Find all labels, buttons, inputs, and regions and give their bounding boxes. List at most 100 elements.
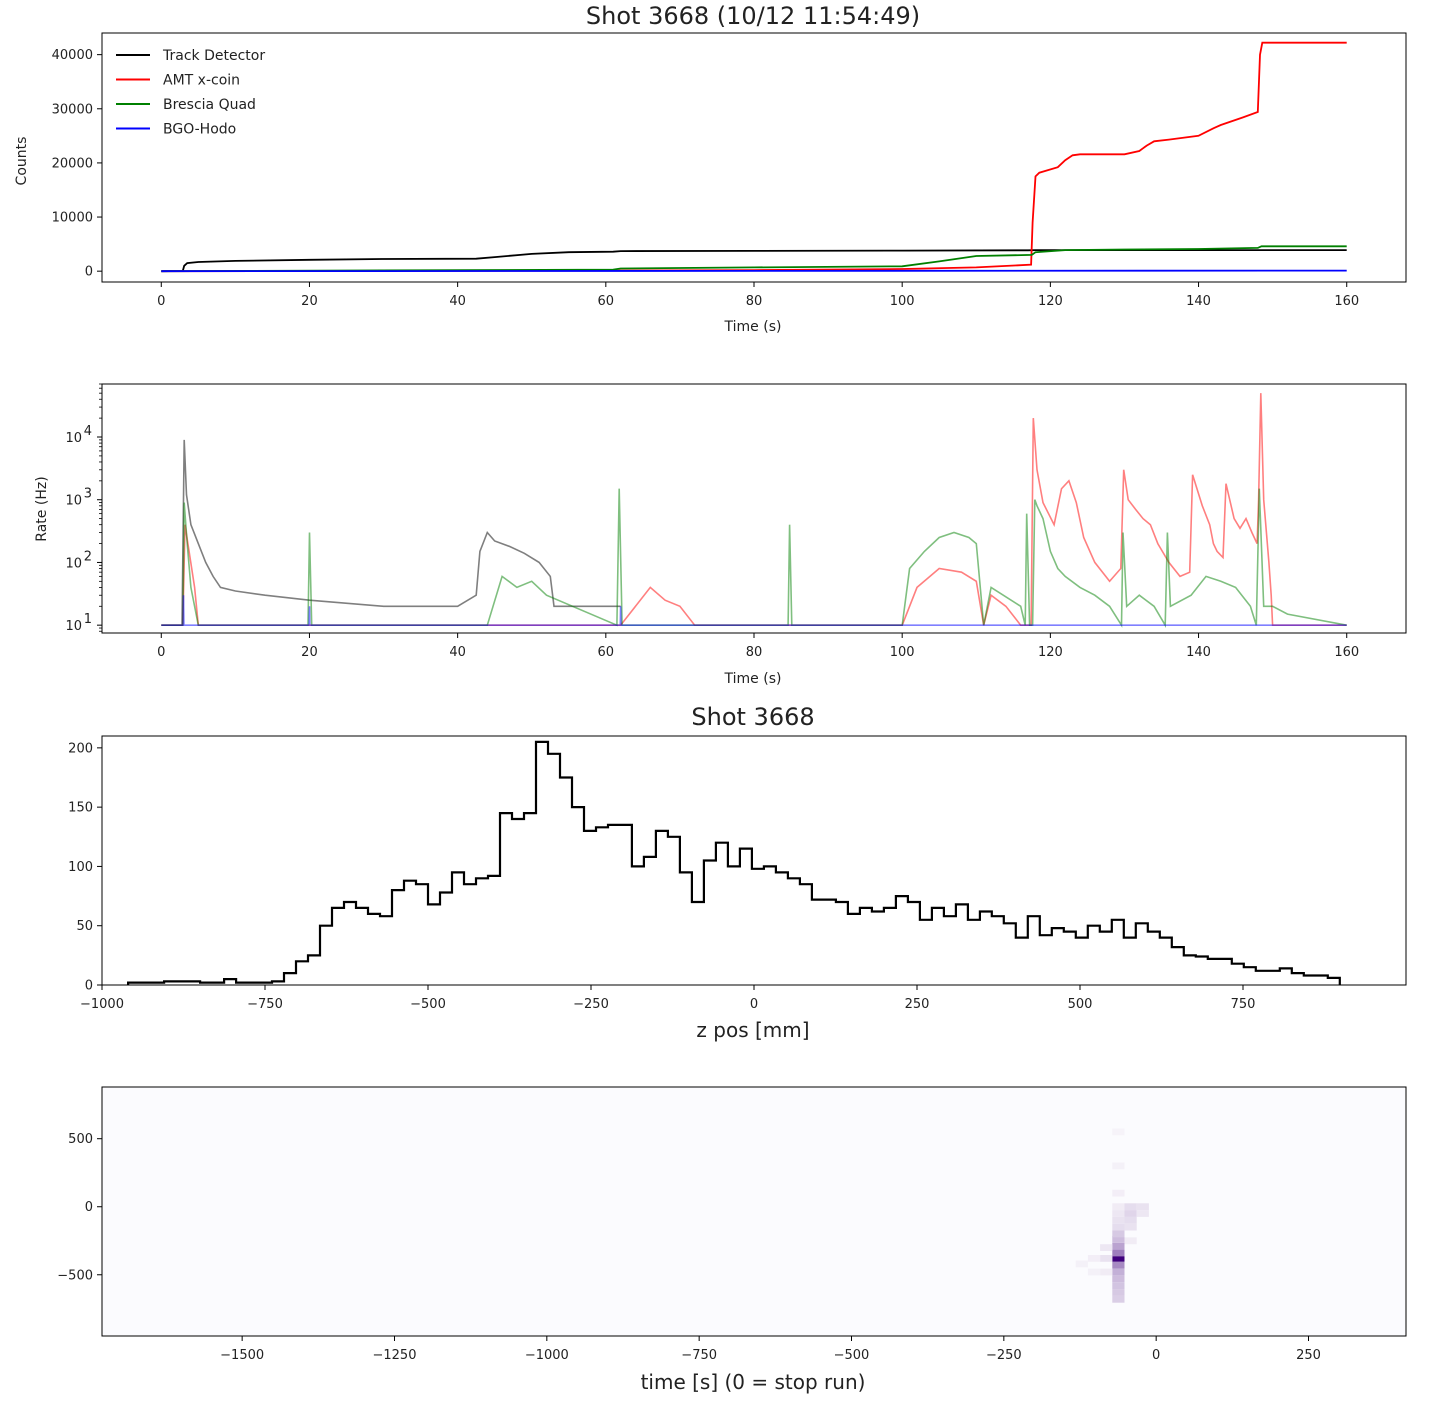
rate-x-tick-label: 40 <box>449 645 466 660</box>
heatmap-cell <box>1112 1230 1125 1238</box>
counts-y-tick-label: 30000 <box>52 102 93 117</box>
heatmap-x-tick-label: −500 <box>834 1348 870 1363</box>
heatmap-cell <box>1124 1210 1137 1217</box>
rate-y-tick-exponent: 3 <box>84 487 92 502</box>
heatmap-cell <box>1112 1261 1125 1269</box>
heatmap-cell <box>1136 1203 1149 1211</box>
heatmap-cell <box>1124 1216 1137 1224</box>
counts-x-tick-label: 60 <box>598 294 615 309</box>
heatmap-cell <box>1112 1223 1125 1231</box>
counts-x-tick-label: 80 <box>746 294 763 309</box>
counts-x-tick-label: 100 <box>890 294 915 309</box>
heatmap-cell <box>1112 1255 1125 1262</box>
counts-series-group <box>161 41 1347 273</box>
heatmap-cell <box>1112 1216 1125 1224</box>
counts-x-tick-label: 140 <box>1186 294 1211 309</box>
rate-y-tick-exponent: 4 <box>84 424 92 439</box>
legend-label-0: Track Detector <box>162 48 265 64</box>
heatmap-cell <box>1112 1289 1125 1296</box>
histogram-plot-frame <box>101 735 1407 986</box>
rate-plot-frame <box>101 383 1407 634</box>
rate-x-tick-label: 80 <box>746 645 763 660</box>
counts-x-tick-label: 40 <box>449 294 466 309</box>
heatmap-x-tick-label: 0 <box>1152 1348 1160 1363</box>
histogram-x-tick-label: −1000 <box>80 997 124 1012</box>
histogram-x-tick-label: 250 <box>905 997 930 1012</box>
heatmap-cell <box>1112 1242 1125 1250</box>
heatmap-cell <box>1112 1282 1125 1290</box>
counts-x-axis-label: Time (s) <box>724 319 782 335</box>
heatmap-cell <box>1087 1255 1101 1262</box>
histogram-x-tick-label: −250 <box>573 997 609 1012</box>
legend-label-1: AMT x-coin <box>163 73 240 89</box>
rate-x-tick-label: 120 <box>1038 645 1063 660</box>
counts-panel: Shot 3668 (10/12 11:54:49) Counts Time (… <box>14 2 1407 335</box>
counts-plot-frame <box>101 32 1407 283</box>
heatmap-cell <box>1124 1237 1137 1245</box>
heatmap-cell <box>1124 1223 1137 1231</box>
rate-x-axis-label: Time (s) <box>724 671 782 687</box>
heatmap-cell <box>1112 1128 1125 1136</box>
heatmap-cell <box>1112 1162 1125 1170</box>
heatmap-cell <box>1100 1268 1113 1276</box>
heatmap-x-tick-label: −250 <box>986 1348 1022 1363</box>
heatmap-cells-group <box>1075 1128 1149 1303</box>
heatmap-panel: time [s] (0 = stop run) −1500 −1250 −1000−… <box>57 1086 1407 1394</box>
heatmap-cell <box>1112 1189 1125 1197</box>
legend-label-3: BGO-Hodo <box>163 122 236 138</box>
heatmap-y-tick-label: 0 <box>85 1200 93 1215</box>
rate-x-tick-label: 100 <box>890 645 915 660</box>
heatmap-y-tick-label: −500 <box>57 1268 93 1283</box>
rate-series-group <box>161 393 1347 629</box>
counts-y-tick-label: 10000 <box>52 211 93 226</box>
legend-label-2: Brescia Quad <box>163 97 256 113</box>
heatmap-axis-ticks: −1500 −1250 −1000 −750 −500 −250 0 250 500 0 −500 <box>57 1132 1321 1363</box>
rate-y-tick-label: 10 <box>65 494 82 509</box>
heatmap-cell <box>1112 1275 1125 1283</box>
rate-y-tick-exponent: 1 <box>84 612 92 627</box>
histogram-y-tick-label: 150 <box>68 801 93 816</box>
histogram-y-tick-label: 100 <box>68 860 93 875</box>
counts-x-tick-label: 160 <box>1334 294 1359 309</box>
counts-y-tick-label: 0 <box>85 265 93 280</box>
counts-legend: Track Detector AMT x-coin Brescia Quad BGO-… <box>116 48 265 138</box>
histogram-step-line <box>127 740 1341 985</box>
heatmap-x-tick-label: −1500 <box>220 1348 264 1363</box>
counts-series-line-2 <box>161 245 1347 273</box>
counts-axis-ticks: 0 20 40 60 80 100 120 140 160 0 10000 20000 30000 400… <box>52 48 1360 309</box>
heatmap-cell <box>1112 1210 1125 1217</box>
counts-y-tick-label: 40000 <box>52 48 93 63</box>
histogram-x-tick-label: 500 <box>1068 997 1093 1012</box>
heatmap-cell <box>1112 1236 1125 1243</box>
heatmap-cell <box>1112 1268 1125 1276</box>
histogram-axis-ticks: −1000 −750 −500 −250 0 250 500 750 0 50 100 150 200 <box>68 741 1255 1012</box>
heatmap-cell <box>1100 1255 1113 1262</box>
rate-y-tick-label: 10 <box>65 619 82 634</box>
rate-y-axis-label: Rate (Hz) <box>34 476 50 541</box>
rate-x-tick-label: 0 <box>157 645 165 660</box>
rate-x-tick-label: 20 <box>301 645 318 660</box>
rate-y-tick-label: 10 <box>65 431 82 446</box>
heatmap-plot-frame <box>101 1086 1407 1337</box>
heatmap-cell <box>1124 1203 1137 1211</box>
histogram-series-group <box>127 740 1341 985</box>
rate-x-tick-label: 60 <box>598 645 615 660</box>
heatmap-x-tick-label: 250 <box>1296 1348 1321 1363</box>
heatmap-x-axis-label: time [s] (0 = stop run) <box>641 1370 866 1394</box>
rate-x-tick-label: 160 <box>1334 645 1359 660</box>
heatmap-cell <box>1075 1260 1088 1268</box>
heatmap-cell <box>1100 1244 1113 1251</box>
rate-panel: Rate (Hz) Time (s) 0 20 40 60 80 100 120 140 160… <box>34 383 1407 687</box>
heatmap-x-tick-label: −1250 <box>372 1348 416 1363</box>
counts-series-line-0 <box>161 249 1347 273</box>
rate-x-tick-label: 140 <box>1186 645 1211 660</box>
zpos-histogram-panel: Shot 3668 z pos [mm] −1000 −750 −500 −250 0 2… <box>68 703 1407 1042</box>
histogram-title: Shot 3668 <box>691 703 814 731</box>
heatmap-x-tick-label: −1000 <box>525 1348 569 1363</box>
heatmap-x-tick-label: −750 <box>681 1348 717 1363</box>
counts-series-line-3 <box>161 269 1347 273</box>
heatmap-cell <box>1136 1210 1149 1217</box>
heatmap-y-tick-label: 500 <box>68 1132 93 1147</box>
